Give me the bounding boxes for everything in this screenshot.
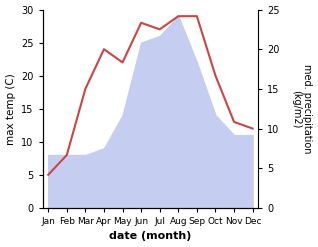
- Y-axis label: max temp (C): max temp (C): [5, 73, 16, 144]
- Y-axis label: med. precipitation
(kg/m2): med. precipitation (kg/m2): [291, 64, 313, 153]
- X-axis label: date (month): date (month): [109, 231, 192, 242]
